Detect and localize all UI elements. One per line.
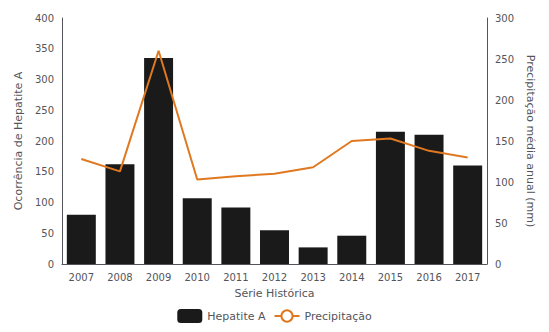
svg-text:150: 150 — [35, 166, 54, 177]
svg-text:100: 100 — [495, 177, 514, 188]
svg-text:2012: 2012 — [262, 272, 287, 283]
svg-text:200: 200 — [35, 136, 54, 147]
svg-text:2010: 2010 — [185, 272, 210, 283]
svg-text:2015: 2015 — [378, 272, 403, 283]
svg-text:50: 50 — [41, 228, 54, 239]
svg-text:250: 250 — [495, 54, 514, 65]
svg-text:150: 150 — [495, 136, 514, 147]
svg-text:50: 50 — [495, 218, 508, 229]
svg-text:Precipitação média anual (mm): Precipitação média anual (mm) — [524, 55, 537, 227]
svg-text:Ocorrência de Hepatite A: Ocorrência de Hepatite A — [12, 71, 25, 210]
svg-text:200: 200 — [495, 95, 514, 106]
svg-text:300: 300 — [35, 74, 54, 85]
svg-text:Precipitação: Precipitação — [305, 310, 372, 323]
svg-text:100: 100 — [35, 197, 54, 208]
svg-text:Série Histórica: Série Histórica — [234, 287, 314, 300]
svg-text:0: 0 — [48, 259, 54, 270]
svg-text:2013: 2013 — [300, 272, 325, 283]
svg-text:250: 250 — [35, 105, 54, 116]
svg-text:2011: 2011 — [223, 272, 248, 283]
svg-text:350: 350 — [35, 43, 54, 54]
svg-text:2009: 2009 — [146, 272, 171, 283]
svg-text:300: 300 — [495, 13, 514, 24]
svg-text:2016: 2016 — [416, 272, 441, 283]
svg-text:2007: 2007 — [69, 272, 94, 283]
svg-text:2017: 2017 — [455, 272, 480, 283]
svg-text:2014: 2014 — [339, 272, 364, 283]
svg-text:Hepatite A: Hepatite A — [207, 310, 266, 323]
svg-text:2008: 2008 — [107, 272, 132, 283]
svg-text:0: 0 — [495, 259, 501, 270]
svg-text:400: 400 — [35, 13, 54, 24]
